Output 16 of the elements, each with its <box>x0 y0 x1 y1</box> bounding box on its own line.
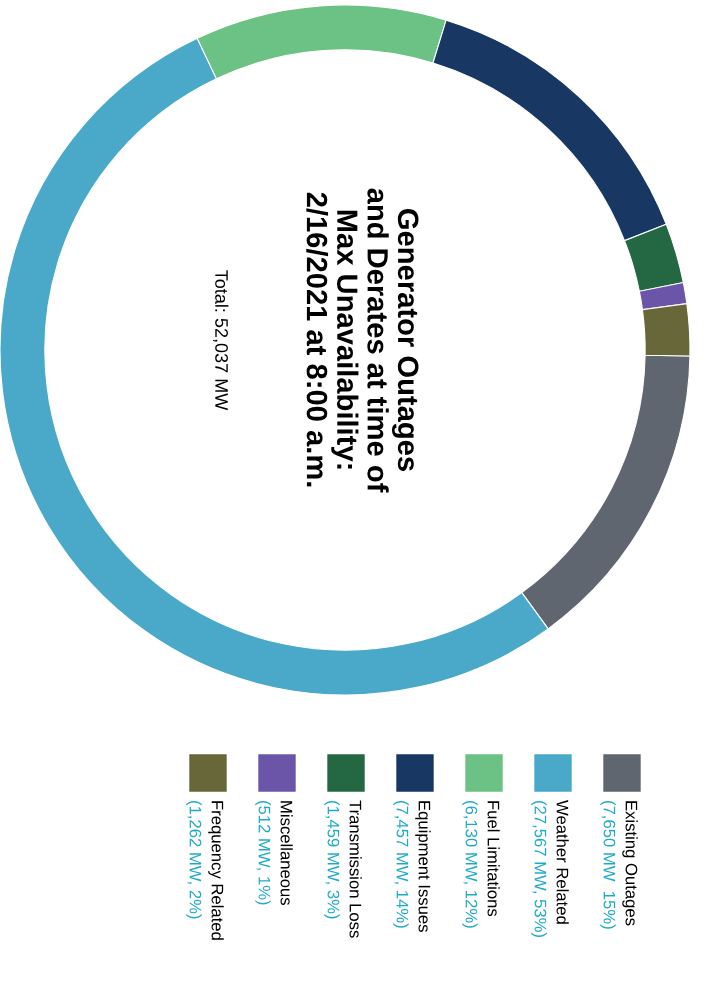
legend-label: Fuel Limitations <box>487 801 500 917</box>
legend-label: Miscellaneous <box>280 801 293 906</box>
data-label: (1,459 MW, 3%) <box>324 801 340 919</box>
legend-label: Transmission Loss <box>349 800 362 938</box>
data-label: (7,650 MW 15%) <box>600 801 616 929</box>
text: Total: 52,037 MW <box>213 270 229 411</box>
data-label: (1,262 MW, 2%) <box>186 801 202 919</box>
legend-label: Frequency Related <box>208 801 224 940</box>
data-label: (27,567 MW, 53%) <box>531 801 547 937</box>
legend-label: Existing Outages <box>622 801 638 926</box>
legend-label: Equipment Issues <box>415 801 431 932</box>
data-label: (6,130 MW, 12%) <box>462 801 478 928</box>
text: Generator Outages and Derates at time of Max Unavailability: 2/16/2021 at 8:00 a.m. <box>306 188 419 493</box>
legend-label: Weather Related <box>556 800 569 924</box>
data-label: (7,457 MW, 14%) <box>393 801 409 928</box>
data-label: (512 MW, 1%) <box>255 801 271 905</box>
